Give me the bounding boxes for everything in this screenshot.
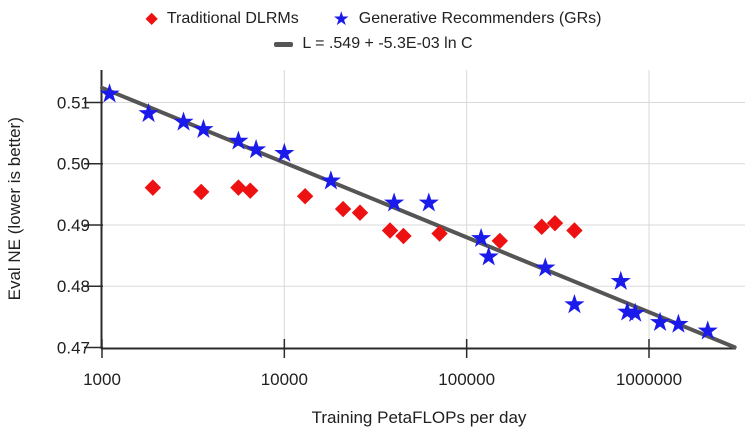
gr-point [418,192,439,212]
dlrm-point [395,227,412,245]
y-tick-label: 0.49 [57,216,90,235]
x-tick-label: 100000 [438,370,495,389]
y-tick-label: 0.48 [57,277,90,296]
y-tick-label: 0.51 [57,93,90,112]
legend-item-dlrm: ◆ Traditional DLRMs [146,8,299,30]
dlrm-point [230,179,247,196]
x-tick-label: 1000000 [616,370,682,389]
diamond-marker-icon: ◆ [145,10,158,27]
dlrm-point [491,232,509,250]
gr-point [173,111,194,131]
y-axis-title: Eval NE (lower is better) [5,117,24,300]
legend-row-fit: L = .549 + -5.3E-03 ln C [274,33,473,55]
dlrm-point [351,204,369,221]
gr-point [246,139,267,159]
gr-point [649,311,671,331]
legend-label-dlrm: Traditional DLRMs [166,10,299,27]
gr-point [384,192,405,212]
gr-point [138,102,159,123]
gr-point [535,257,556,277]
gr-point [668,313,689,333]
line-marker-icon [274,41,294,47]
x-tick-label: 10000 [261,370,308,389]
gr-point [193,118,214,138]
gr-point [99,83,120,103]
legend-item-fit: L = .549 + -5.3E-03 ln C [274,33,473,55]
legend: ◆ Traditional DLRMs ★ Generative Recomme… [0,8,747,55]
gr-point [478,246,499,266]
legend-label-fit: L = .549 + -5.3E-03 ln C [302,35,473,52]
y-tick-label: 0.50 [57,155,90,174]
gr-point [625,302,646,322]
legend-item-gr: ★ Generative Recommenders (GRs) [333,8,602,30]
dlrm-point [296,187,314,205]
dlrm-point [546,214,564,232]
legend-label-gr: Generative Recommenders (GRs) [358,10,602,27]
gr-point [564,294,585,314]
gr-point [274,142,295,162]
y-tick-label: 0.47 [57,339,90,358]
gr-point [471,227,492,248]
dlrm-point [242,182,259,199]
gr-point [228,130,249,150]
dlrm-point [431,225,448,242]
gr-point [697,320,718,340]
dlrm-point [533,218,550,236]
dlrm-point [566,222,583,239]
dlrm-point [193,183,210,201]
legend-row-series: ◆ Traditional DLRMs ★ Generative Recomme… [146,8,602,30]
gr-point [320,170,341,190]
star-marker-icon: ★ [332,8,350,30]
gr-point [610,270,631,290]
x-tick-label: 1000 [83,370,121,389]
dlrm-point [381,222,399,239]
x-axis-title: Training PetaFLOPs per day [312,408,527,427]
dlrm-point [144,179,162,196]
dlrm-point [334,200,352,218]
